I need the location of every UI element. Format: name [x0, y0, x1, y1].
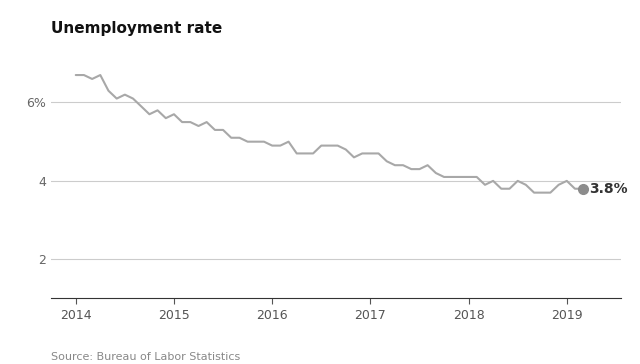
Text: 3.8%: 3.8% [589, 182, 628, 196]
Text: Source: Bureau of Labor Statistics: Source: Bureau of Labor Statistics [51, 352, 241, 362]
Text: Unemployment rate: Unemployment rate [51, 21, 223, 36]
